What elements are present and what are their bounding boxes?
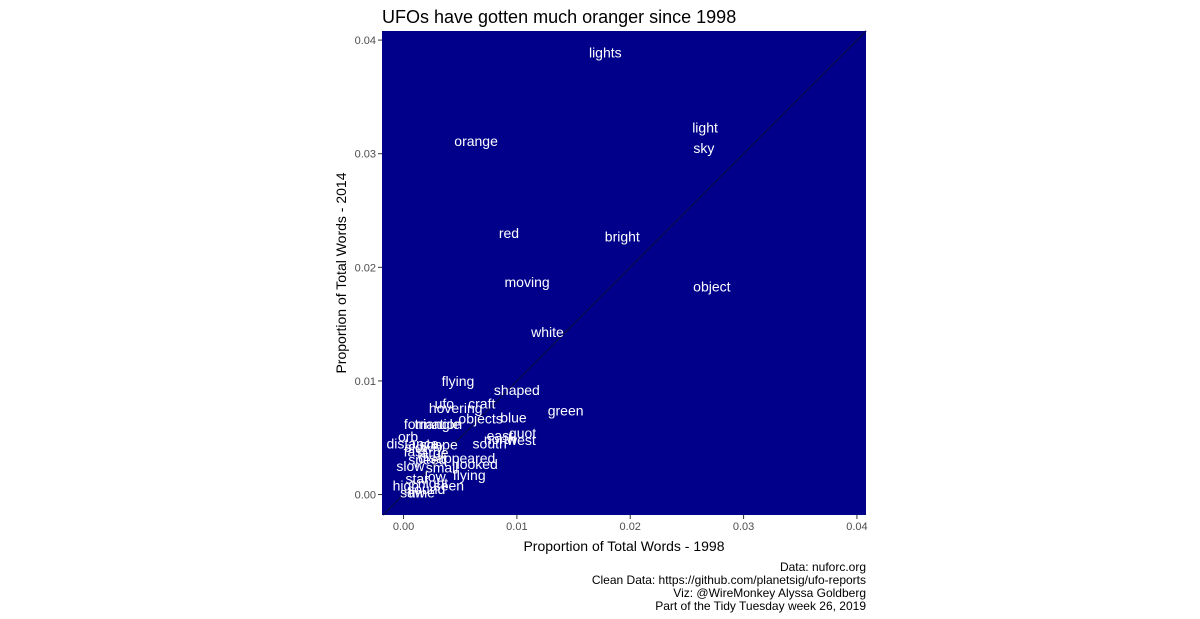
word-label-13: green xyxy=(548,402,584,418)
caption-line-clean-data: Clean Data: https://github.com/planetsig… xyxy=(592,573,866,587)
y-tick-label: 0.02 xyxy=(355,262,376,274)
word-label-40: night xyxy=(418,475,448,491)
caption-line-tidy-tuesday: Part of the Tidy Tuesday week 26, 2019 xyxy=(655,599,866,613)
caption-line-data-source: Data: nuforc.org xyxy=(780,560,866,574)
caption-line-viz-credit: Viz: @WireMonkey Alyssa Goldberg xyxy=(673,586,866,600)
word-label-24: orb xyxy=(398,429,418,445)
word-label-36: small xyxy=(426,459,459,475)
word-label-35: large xyxy=(417,445,448,461)
word-label-27: flying xyxy=(453,467,486,483)
word-label-28: seen xyxy=(434,477,464,493)
word-label-18: triangle xyxy=(415,416,461,432)
x-tick-label: 0.02 xyxy=(620,521,641,533)
word-label-43: low xyxy=(425,468,447,484)
word-label-15: blue xyxy=(500,409,527,425)
word-label-16: objects xyxy=(458,410,502,426)
y-axis-title: Proportion of Total Words - 2014 xyxy=(333,172,349,373)
x-tick-label: 0.04 xyxy=(846,521,867,533)
y-axis-ticks: 0.00 0.01 0.02 0.03 0.04 xyxy=(355,35,382,502)
word-label-31: slowly xyxy=(405,439,443,455)
word-label-17: formation xyxy=(404,416,462,432)
word-label-20: west xyxy=(506,432,536,448)
word-label-41: saw xyxy=(400,484,426,500)
y-tick-label: 0.01 xyxy=(355,376,376,388)
word-labels-layer: lights orange light sky red bright moving objec… xyxy=(387,45,731,501)
x-axis-ticks: 0.00 0.01 0.02 0.03 0.04 xyxy=(393,515,868,533)
word-label-2: light xyxy=(692,120,718,136)
word-label-19: quot xyxy=(509,425,536,441)
word-label-39: time xyxy=(408,484,435,500)
word-label-4: red xyxy=(499,225,519,241)
word-label-10: shaped xyxy=(494,382,540,398)
word-label-8: white xyxy=(530,324,564,340)
word-label-26: looked xyxy=(457,456,498,472)
word-label-23: south xyxy=(473,435,507,451)
x-tick-label: 0.00 xyxy=(393,521,414,533)
word-label-5: bright xyxy=(605,229,640,245)
y-tick-label: 0.03 xyxy=(355,149,376,161)
word-label-21: north xyxy=(484,431,516,447)
x-axis-title: Proportion of Total Words - 1998 xyxy=(523,538,724,554)
word-label-32: slow xyxy=(396,458,425,474)
reference-line-layer xyxy=(382,30,867,516)
y-tick-label: 0.04 xyxy=(355,35,376,47)
x-tick-label: 0.01 xyxy=(506,521,527,533)
word-label-6: moving xyxy=(505,274,550,290)
word-label-7: object xyxy=(693,279,730,295)
word-label-3: sky xyxy=(693,140,714,156)
word-label-33: speed xyxy=(408,451,446,467)
reference-line xyxy=(382,30,867,516)
word-label-22: east xyxy=(487,427,514,443)
y-tick-label: 0.00 xyxy=(355,490,376,502)
word-label-0: lights xyxy=(589,45,622,61)
chart-title: UFOs have gotten much oranger since 1998 xyxy=(382,7,736,27)
word-label-1: orange xyxy=(454,133,498,149)
word-label-12: ufo xyxy=(435,396,455,412)
word-label-34: shape xyxy=(420,437,458,453)
word-label-25: disappeared xyxy=(418,450,495,466)
word-label-38: sound xyxy=(407,481,445,497)
word-label-11: craft xyxy=(468,396,495,412)
x-tick-label: 0.03 xyxy=(733,521,754,533)
word-label-29: distance xyxy=(387,435,439,451)
word-label-14: hovering xyxy=(429,400,483,416)
word-label-37: star xyxy=(405,471,429,487)
word-label-42: high xyxy=(393,477,419,493)
word-label-30: fast xyxy=(404,443,427,459)
word-label-9: flying xyxy=(442,373,475,389)
